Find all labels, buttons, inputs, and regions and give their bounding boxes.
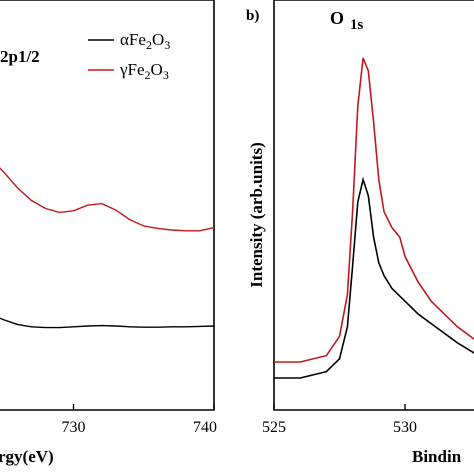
peak-annotation-b: O 1s [330,8,364,33]
x-tick-label-a: 740 [193,419,217,436]
legend-label-2: γFe2O3 [119,60,169,82]
x-tick-label-b: 530 [393,419,417,436]
panel-b: 525 530 Bindin Intensity (arb.units) b) O 1s [246,0,474,466]
series-line-a-1 [0,317,215,329]
x-tick-label-b: 525 [262,419,286,436]
panel-label-b: b) [246,8,259,24]
plot-frame-b [273,0,474,411]
x-axis-title-b: Bindin [412,447,462,466]
series-line-b-2 [274,57,474,363]
series-line-a-2 [0,167,215,232]
x-tick-label-a: 730 [62,419,86,436]
panel-a: 730 740 rgy(eV) 2p1/2 αFe2O3 γFe2O3 [0,0,217,466]
peak-annotation-a: 2p1/2 [0,47,40,66]
x-axis-title-a: rgy(eV) [0,447,54,466]
y-axis-title-b: Intensity (arb.units) [247,142,266,287]
legend-label-1: αFe2O3 [120,30,170,52]
series-line-b-1 [274,176,474,379]
